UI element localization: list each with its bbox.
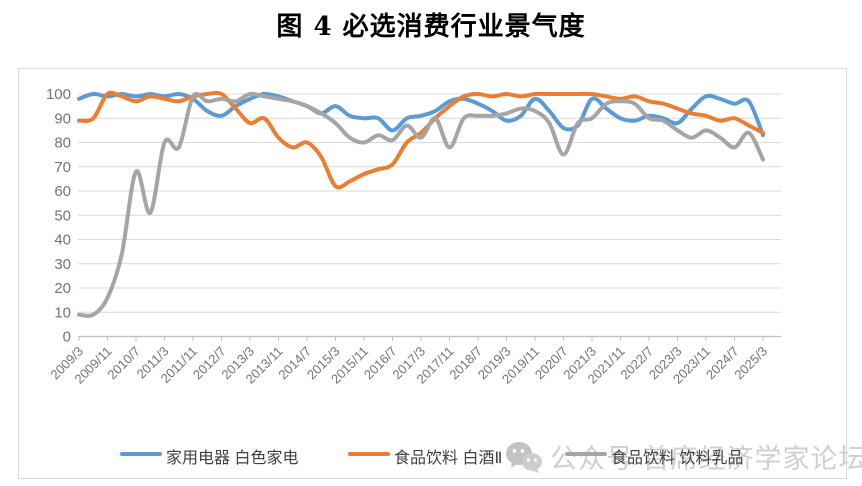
y-axis-tick-label: 50 [54, 207, 71, 224]
y-axis-tick-label: 100 [46, 86, 71, 103]
y-axis-tick-label: 60 [54, 183, 71, 200]
y-axis-tick-label: 20 [54, 280, 71, 297]
y-axis-tick-label: 40 [54, 232, 71, 249]
watermark-text: 公众号 首席经济学家论坛 [550, 444, 862, 474]
x-axis-tick-label: 2025/3 [731, 344, 770, 383]
plot-svg: 01020304050607080901002009/32009/112010/… [46, 86, 782, 387]
watermark: 公众号 首席经济学家论坛 [505, 437, 862, 476]
y-axis-tick-label: 10 [54, 304, 71, 321]
x-axis-tick-label: 2010/7 [104, 344, 143, 383]
chart-title: 图 4 必选消费行业景气度 [276, 12, 586, 42]
y-axis-tick-label: 90 [54, 110, 71, 127]
y-axis-tick-label: 80 [54, 135, 71, 152]
y-axis-tick-label: 70 [54, 159, 71, 176]
series-line-2 [77, 91, 765, 318]
chart-area: 0 10 20 30 40 50 60 70 80 90 100 2009/3 2009/11 2010/… [18, 68, 847, 479]
wechat-icon [506, 441, 542, 473]
y-axis-tick-label: 30 [54, 256, 71, 273]
y-axis-tick-label: 0 [63, 329, 71, 346]
